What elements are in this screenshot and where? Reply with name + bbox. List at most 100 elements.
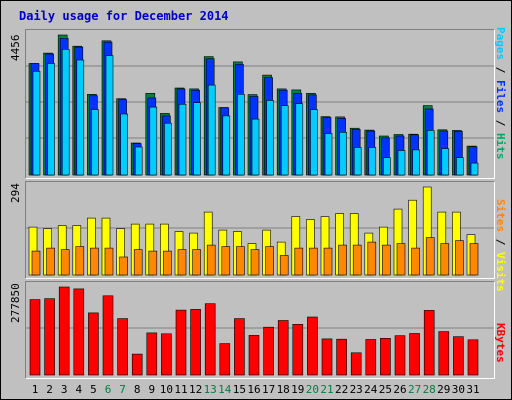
panel-plot-bottom	[26, 286, 494, 376]
panel-middle	[25, 181, 495, 279]
bar-kbytes-day-25	[380, 337, 391, 376]
bar-sites-day-26	[396, 243, 406, 276]
bar-pages-day-1	[32, 70, 41, 176]
bar-kbytes-day-20	[307, 316, 318, 376]
panel-bottom	[25, 281, 495, 379]
bar-kbytes-day-3	[58, 286, 70, 376]
legend-item: /	[494, 113, 507, 133]
bar-kbytes-day-16	[248, 335, 260, 376]
legend-item: /	[494, 232, 507, 252]
bar-kbytes-day-13	[204, 303, 216, 376]
bar-pages-day-4	[76, 59, 85, 176]
bar-pages-day-13	[207, 84, 216, 176]
x-tick-label: 6	[104, 383, 112, 396]
bar-pages-day-3	[61, 48, 70, 176]
bar-sites-day-14	[221, 246, 231, 276]
bar-sites-day-22	[338, 244, 347, 276]
bar-pages-day-11	[178, 104, 187, 176]
bar-pages-day-31	[470, 162, 479, 176]
bar-pages-day-24	[368, 147, 377, 176]
x-tick-label: 20	[305, 383, 320, 396]
bar-kbytes-day-6	[102, 295, 114, 376]
bar-pages-day-23	[353, 147, 362, 176]
x-tick-label: 30	[451, 383, 466, 396]
bar-pages-day-30	[456, 157, 464, 176]
x-tick-label: 17	[261, 383, 276, 396]
x-tick-label: 11	[174, 383, 188, 396]
bar-pages-day-2	[47, 63, 55, 176]
bar-sites-day-8	[133, 249, 143, 276]
bar-sites-day-3	[60, 249, 70, 276]
bar-sites-day-4	[75, 246, 85, 276]
bar-sites-day-23	[352, 244, 362, 276]
bar-pages-day-20	[310, 109, 318, 176]
bar-pages-day-18	[280, 105, 289, 176]
bar-pages-day-10	[164, 122, 172, 176]
bar-kbytes-day-24	[365, 339, 377, 376]
chart-title: Daily usage for December 2014	[19, 9, 229, 23]
bar-kbytes-day-15	[234, 318, 245, 376]
bar-kbytes-day-23	[350, 352, 362, 376]
bar-pages-day-7	[120, 113, 128, 176]
x-tick-label: 24	[364, 383, 378, 396]
bar-kbytes-day-17	[263, 326, 274, 376]
x-tick-label: 23	[349, 383, 363, 396]
bar-pages-day-17	[266, 100, 274, 176]
bar-sites-day-5	[90, 247, 99, 276]
bar-kbytes-day-14	[219, 343, 231, 376]
x-tick-label: 4	[75, 383, 83, 396]
legend-bottom: KBytes	[494, 323, 507, 363]
bar-kbytes-day-27	[409, 333, 420, 376]
bar-sites-day-2	[46, 247, 55, 276]
bar-sites-day-25	[382, 244, 391, 276]
x-tick-label: 16	[247, 383, 261, 396]
bar-sites-day-20	[309, 247, 318, 276]
panel-plot-top	[26, 34, 494, 176]
bar-kbytes-day-19	[292, 323, 304, 376]
bar-sites-day-21	[323, 247, 333, 276]
x-tick-label: 2	[46, 383, 53, 396]
y-max-bottom: 277850	[9, 283, 22, 323]
legend-item: Visits	[494, 252, 507, 292]
bar-kbytes-day-7	[117, 318, 128, 376]
x-tick-label: 26	[393, 383, 407, 396]
x-tick-label: 29	[437, 383, 451, 396]
bar-kbytes-day-5	[88, 312, 99, 376]
bar-pages-day-15	[237, 94, 245, 176]
bar-sites-day-15	[236, 246, 245, 276]
bar-sites-day-12	[192, 249, 201, 276]
bar-sites-day-10	[163, 250, 172, 276]
bar-kbytes-day-30	[453, 336, 464, 376]
bar-pages-day-6	[105, 55, 114, 176]
legend-item: KBytes	[494, 323, 507, 363]
bar-pages-day-25	[383, 157, 391, 176]
bar-kbytes-day-9	[146, 332, 158, 376]
bar-pages-day-12	[193, 102, 201, 176]
bar-pages-day-8	[134, 146, 143, 176]
bar-pages-day-5	[91, 109, 99, 176]
x-tick-label: 27	[407, 383, 422, 396]
bar-sites-day-18	[279, 255, 289, 276]
bar-pages-day-9	[149, 106, 158, 176]
bar-pages-day-16	[251, 118, 260, 176]
legend-top: Pages / Files / Hits	[494, 27, 507, 160]
bar-kbytes-day-4	[73, 288, 85, 376]
bar-kbytes-day-28	[423, 310, 435, 376]
bar-pages-day-22	[339, 132, 347, 176]
bar-pages-day-28	[426, 130, 435, 176]
legend-middle: Sites / Visits	[494, 199, 507, 292]
bar-sites-day-6	[104, 247, 114, 276]
bar-kbytes-day-26	[394, 335, 406, 376]
bar-sites-day-19	[294, 247, 304, 276]
bar-sites-day-1	[31, 250, 41, 276]
legend-item: /	[494, 60, 507, 80]
bar-sites-day-30	[455, 240, 464, 276]
bar-kbytes-day-18	[277, 320, 289, 376]
bar-sites-day-24	[367, 241, 377, 276]
bar-pages-day-27	[412, 149, 420, 176]
legend-item: Pages	[494, 27, 507, 61]
x-tick-label: 15	[232, 383, 247, 396]
x-tick-label: 28	[422, 383, 436, 396]
legend-item: Sites	[494, 199, 507, 233]
